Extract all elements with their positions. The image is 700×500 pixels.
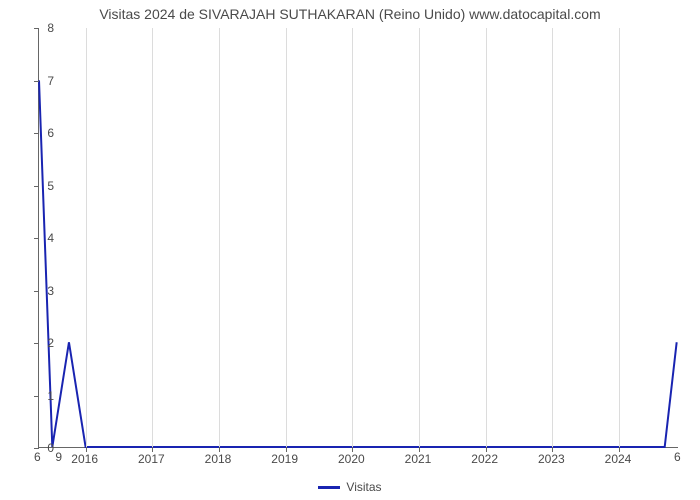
x-axis-label: 2023 xyxy=(538,452,565,466)
legend-swatch xyxy=(318,486,340,489)
gridline-v xyxy=(152,28,153,447)
gridline-v xyxy=(352,28,353,447)
x-axis-label: 2021 xyxy=(405,452,432,466)
y-axis-label: 5 xyxy=(24,179,54,193)
x-axis-label: 2024 xyxy=(605,452,632,466)
data-callout: 6 xyxy=(34,450,41,464)
x-axis-label: 2022 xyxy=(471,452,498,466)
y-axis-label: 6 xyxy=(24,126,54,140)
y-axis-label: 1 xyxy=(24,389,54,403)
y-axis-label: 4 xyxy=(24,231,54,245)
series-line xyxy=(39,80,677,447)
y-axis-label: 7 xyxy=(24,74,54,88)
gridline-v xyxy=(619,28,620,447)
chart-title: Visitas 2024 de SIVARAJAH SUTHAKARAN (Re… xyxy=(0,6,700,22)
gridline-v xyxy=(486,28,487,447)
x-axis-label: 2020 xyxy=(338,452,365,466)
y-axis-label: 2 xyxy=(24,336,54,350)
x-axis-label: 2016 xyxy=(71,452,98,466)
gridline-v xyxy=(219,28,220,447)
line-series xyxy=(39,28,678,447)
x-axis-label: 2017 xyxy=(138,452,165,466)
gridline-v xyxy=(286,28,287,447)
data-callout: 6 xyxy=(674,450,681,464)
data-callout: 9 xyxy=(55,450,62,464)
gridline-v xyxy=(552,28,553,447)
y-axis-label: 3 xyxy=(24,284,54,298)
legend: Visitas xyxy=(0,480,700,494)
gridline-v xyxy=(86,28,87,447)
x-axis-label: 2019 xyxy=(271,452,298,466)
y-axis-label: 8 xyxy=(24,21,54,35)
gridline-v xyxy=(419,28,420,447)
x-axis-label: 2018 xyxy=(205,452,232,466)
plot-area xyxy=(38,28,678,448)
legend-label: Visitas xyxy=(346,480,381,494)
